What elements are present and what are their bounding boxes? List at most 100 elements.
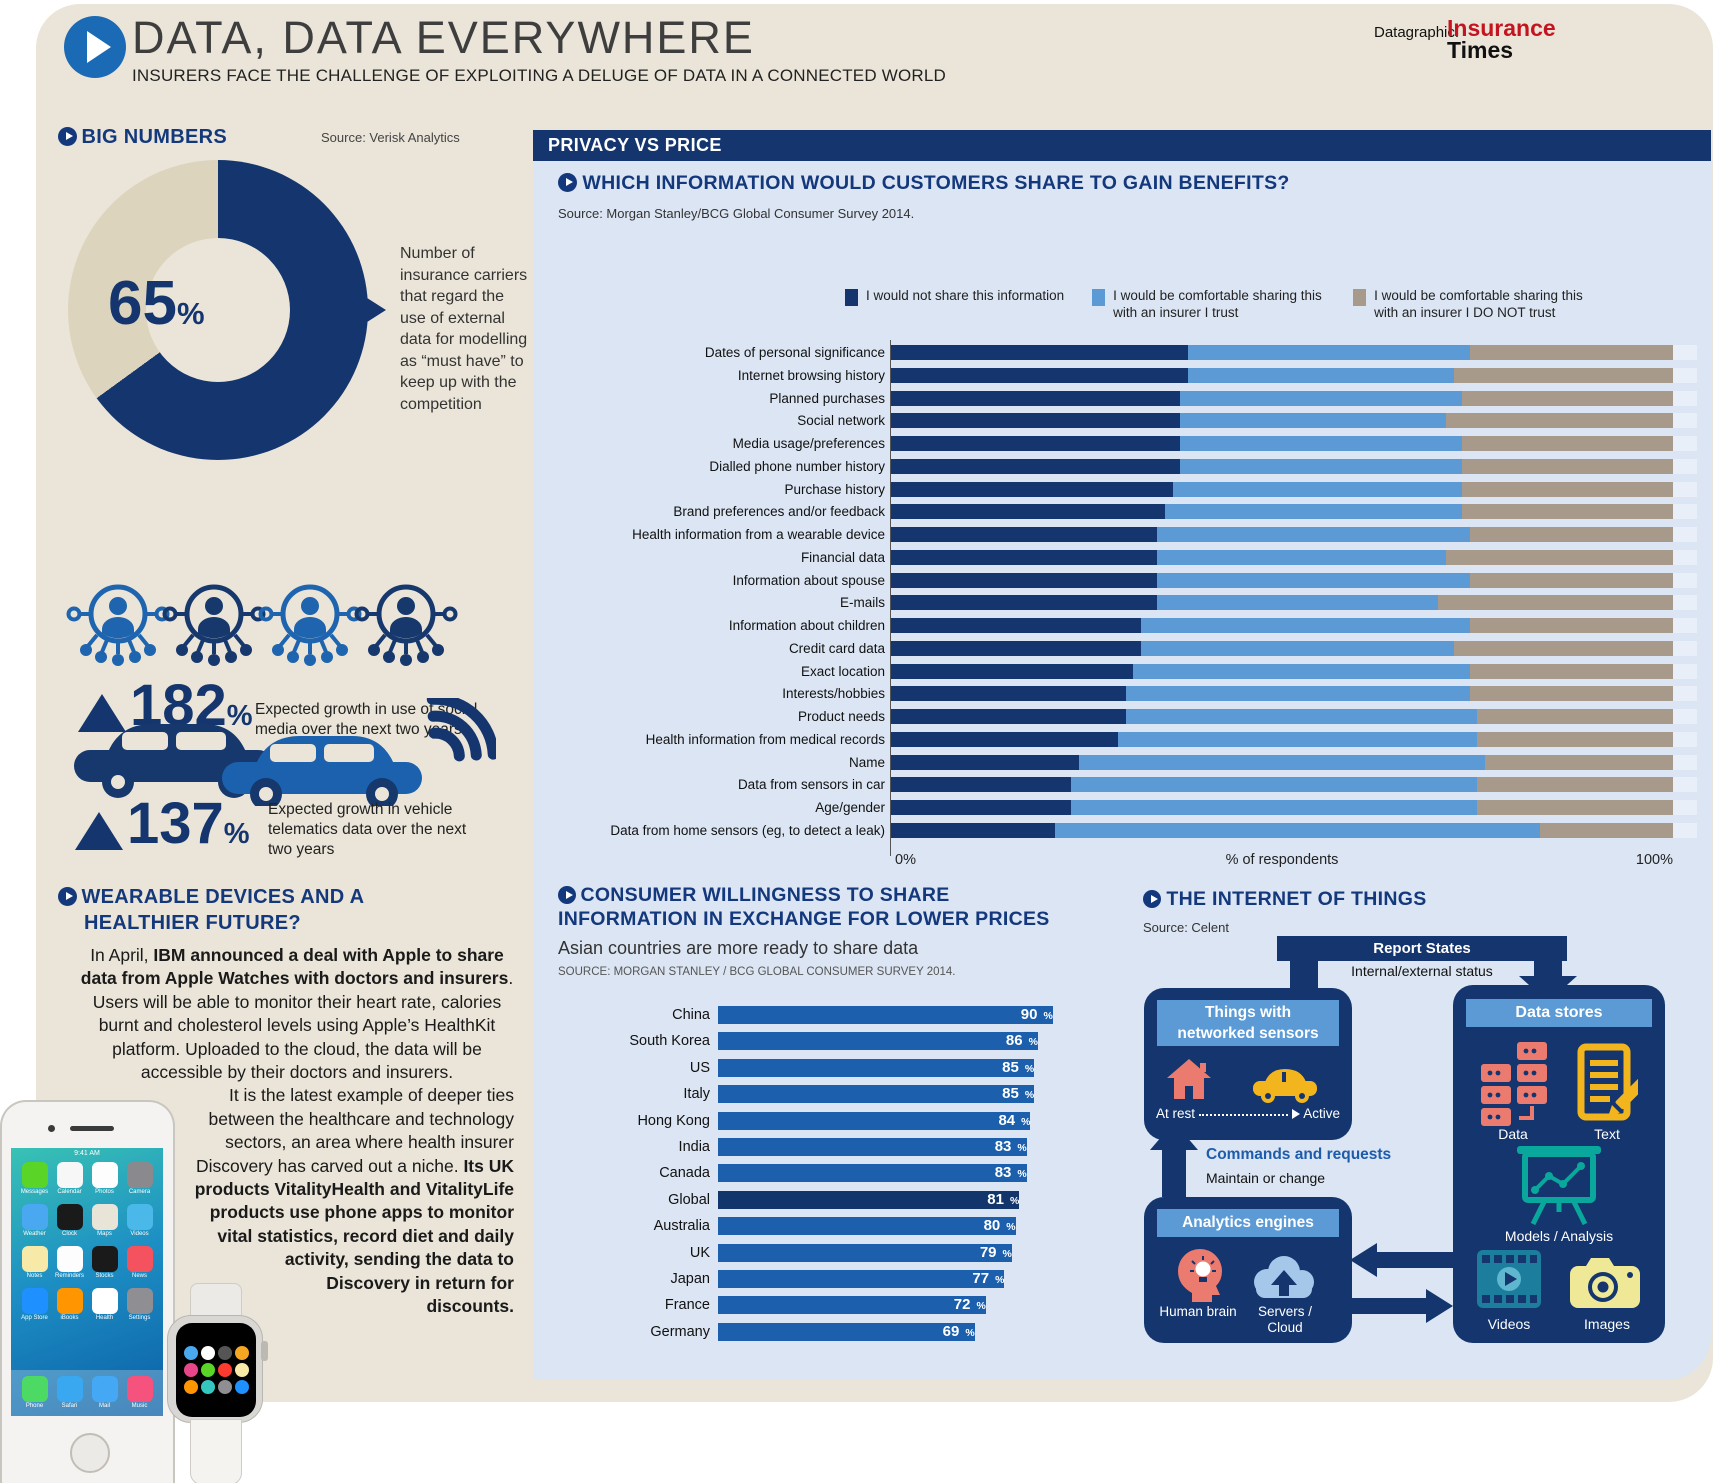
willingness-value: 77 — [972, 1270, 990, 1287]
stacked-row — [891, 458, 1697, 474]
stacked-segment — [1469, 572, 1673, 588]
willingness-unit: % — [1024, 1089, 1035, 1102]
donut-unit: % — [176, 296, 205, 331]
stacked-row-label: Social network — [797, 413, 885, 429]
stacked-segment — [891, 709, 1126, 724]
stacked-segment — [1485, 754, 1673, 770]
stacked-segment — [891, 345, 1189, 360]
person-network-icon — [66, 572, 170, 676]
stacked-segment — [1070, 800, 1478, 815]
privacy-legend: I would not share this information I woul… — [845, 288, 1705, 321]
app-glyph — [126, 1204, 153, 1230]
arrowhead-icon — [1292, 1109, 1301, 1119]
stacked-row-label: E-mails — [839, 595, 885, 611]
play-badge-icon — [64, 16, 126, 78]
stacked-segment — [1446, 413, 1673, 429]
stacked-row — [891, 754, 1697, 770]
stacked-segment — [1461, 458, 1673, 474]
stacked-segment — [891, 458, 1181, 474]
stacked-segment — [891, 686, 1126, 702]
social-growth-description: Expected growth in use of social media o… — [255, 701, 478, 738]
willingness-value: 86 — [1005, 1032, 1023, 1050]
analytics-to-data-arrow-icon — [1350, 1289, 1453, 1323]
stacked-row-label: Internet browsing history — [737, 367, 885, 383]
stacked-segment — [1156, 549, 1447, 565]
stacked-row — [891, 345, 1697, 360]
stacked-row — [891, 822, 1697, 838]
phone-app-icon: Health — [87, 1288, 122, 1330]
brand-line1: Insurance — [1447, 15, 1556, 41]
stacked-row — [891, 663, 1697, 679]
stacked-segment — [1180, 413, 1447, 429]
willingness-unit: % — [965, 1326, 975, 1339]
analytics-box-title: Analytics engines — [1157, 1209, 1339, 1237]
willingness-unit: % — [1017, 1168, 1027, 1181]
stacked-segment — [891, 367, 1189, 383]
stacked-row-label: Information about spouse — [732, 572, 885, 588]
app-glyph — [126, 1246, 153, 1272]
stacked-row-label: Data from sensors in car — [737, 777, 885, 793]
stacked-segment — [891, 504, 1165, 520]
willingness-bar: 85% — [718, 1058, 1035, 1077]
stacked-segment — [1477, 709, 1673, 724]
bullet-icon — [58, 887, 77, 906]
willingness-label: Canada — [659, 1165, 710, 1182]
unit: % — [223, 818, 250, 850]
app-glyph — [56, 1246, 83, 1272]
stacked-segment — [891, 777, 1071, 793]
iphone-speaker — [70, 1126, 114, 1131]
willingness-label: Italy — [683, 1086, 710, 1103]
willingness-bar: 81% — [718, 1190, 1020, 1209]
videos-label: Videos — [1487, 1316, 1531, 1332]
app-label: Stocks — [95, 1273, 114, 1279]
phone-app-icon: Camera — [122, 1162, 157, 1204]
stacked-segment — [1477, 731, 1673, 747]
commands-arrow-up-icon — [1150, 1122, 1198, 1150]
legend-label: I would be comfortable sharing this with… — [1374, 288, 1583, 320]
commands-sub: Maintain or change — [1206, 1170, 1326, 1186]
willingness-label: China — [672, 1007, 710, 1023]
stacked-segment — [1180, 390, 1462, 406]
big-numbers-source: Source: Verisk Analytics — [321, 130, 460, 145]
willingness-label: India — [678, 1139, 710, 1155]
app-label: News — [131, 1273, 147, 1279]
stacked-segment — [891, 413, 1181, 429]
app-glyph — [91, 1288, 118, 1314]
app-label: Mail — [98, 1403, 110, 1409]
willingness-unit: % — [995, 1274, 1005, 1286]
stacked-row — [891, 436, 1697, 451]
bold-text: Its UK products VitalityHealth and Vital… — [194, 1155, 514, 1317]
phone-app-icon: Messages — [17, 1162, 52, 1204]
stacked-segment — [891, 640, 1142, 656]
models-analysis-icon — [1517, 1146, 1601, 1226]
willingness-heading-line1: CONSUMER WILLINGNESS TO SHARE — [558, 884, 950, 907]
person-network-icon — [258, 572, 362, 676]
text-document-icon — [1577, 1043, 1638, 1121]
stacked-segment — [891, 390, 1181, 406]
growth-up-triangle-icon — [75, 812, 123, 850]
willingness-label: South Korea — [629, 1033, 710, 1050]
app-glyph — [21, 1288, 48, 1314]
stacked-row — [891, 686, 1697, 702]
stacked-segment — [1156, 527, 1470, 542]
active-label: Active — [1303, 1106, 1340, 1121]
stacked-segment — [1133, 663, 1470, 679]
donut-value: 65 — [108, 269, 177, 338]
page-subtitle: INSURERS FACE THE CHALLENGE OF EXPLOITIN… — [132, 66, 947, 85]
willingness-value: 84 — [998, 1111, 1016, 1129]
willingness-value: 85 — [1002, 1058, 1019, 1076]
willingness-unit: % — [1017, 1142, 1027, 1154]
stacked-segment — [1454, 640, 1673, 656]
human-brain-label: Human brain — [1159, 1304, 1237, 1319]
stacked-segment — [1469, 618, 1673, 633]
telematics-growth-description: Expected growth in vehicle telematics da… — [268, 801, 467, 858]
privacy-banner: PRIVACY VS PRICE — [533, 130, 1711, 161]
stacked-segment — [1454, 367, 1673, 383]
willingness-value: 72 — [953, 1296, 971, 1314]
stacked-row-label: Data from home sensors (eg, to detect a … — [610, 822, 885, 838]
commands-arrow-shaft — [1162, 1150, 1186, 1197]
big-numbers-heading: BIG NUMBERS — [58, 126, 227, 149]
willingness-unit: % — [976, 1300, 986, 1313]
stacked-segment — [1438, 595, 1673, 611]
report-states-band: Report States — [1277, 936, 1567, 961]
